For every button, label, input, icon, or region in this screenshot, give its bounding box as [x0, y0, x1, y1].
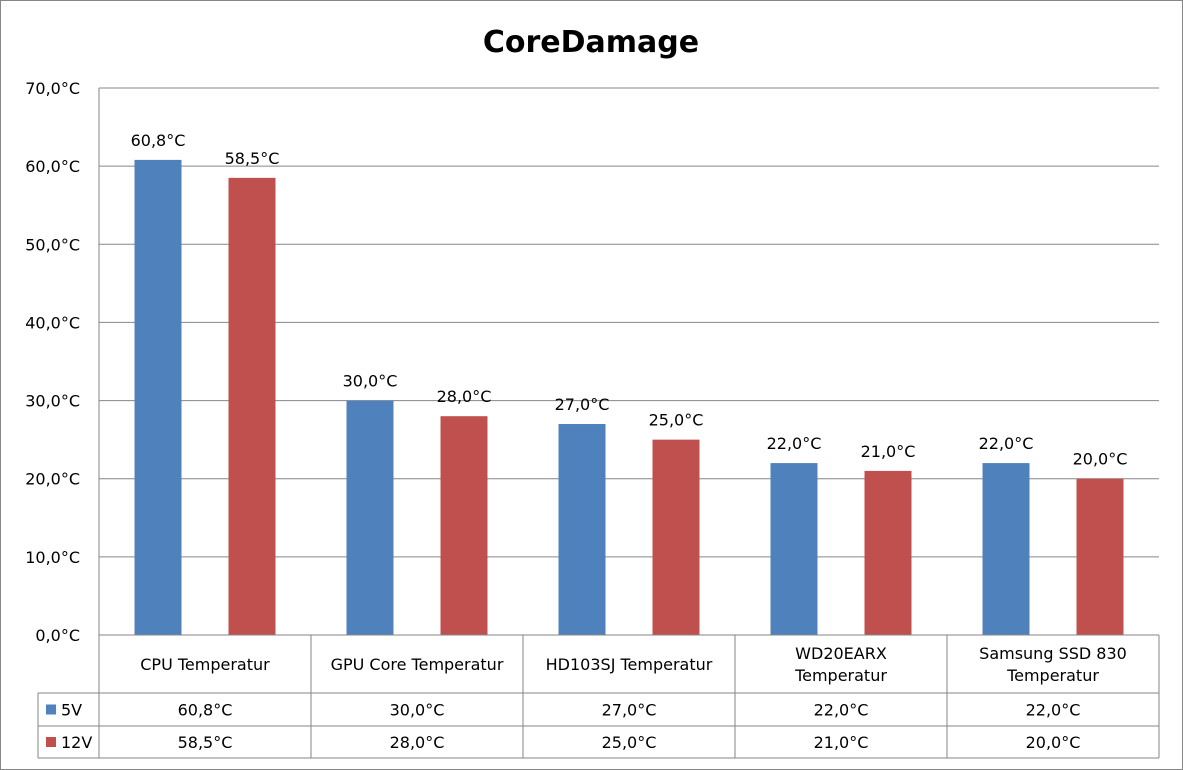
category-label: Temperatur — [794, 666, 887, 685]
bar-12v-3 — [864, 470, 912, 635]
data-label: 27,0°C — [555, 395, 610, 414]
table-cell: 25,0°C — [602, 733, 657, 752]
legend-label: 5V — [61, 701, 82, 720]
data-label: 60,8°C — [131, 131, 186, 150]
category-label: GPU Core Temperatur — [331, 655, 504, 674]
data-label: 28,0°C — [437, 387, 492, 406]
data-label: 21,0°C — [861, 442, 916, 461]
bar-12v-4 — [1076, 478, 1124, 635]
category-label: HD103SJ Temperatur — [546, 655, 713, 674]
table-cell: 58,5°C — [178, 733, 233, 752]
bar-5v-4 — [982, 463, 1030, 635]
data-label: 25,0°C — [649, 411, 704, 430]
y-axis: 0,0°C 10,0°C 20,0°C 30,0°C 40,0°C 50,0°C 60,0°… — [25, 79, 100, 645]
y-tick-label: 20,0°C — [25, 470, 80, 489]
y-tick-label: 70,0°C — [25, 79, 80, 98]
table-cell: 30,0°C — [390, 701, 445, 720]
data-label: 30,0°C — [343, 372, 398, 391]
category-label: Temperatur — [1006, 666, 1099, 685]
chart-title: CoreDamage — [483, 25, 699, 60]
data-label: 22,0°C — [767, 434, 822, 453]
data-label: 58,5°C — [225, 149, 280, 168]
legend-key-5v — [46, 704, 56, 715]
y-tick-label: 60,0°C — [25, 157, 80, 176]
table-cell: 22,0°C — [814, 701, 869, 720]
table-cell: 21,0°C — [814, 733, 869, 752]
category-label: WD20EARX — [795, 644, 887, 663]
y-tick-label: 40,0°C — [25, 313, 80, 332]
y-tick-label: 50,0°C — [25, 235, 80, 254]
data-label: 22,0°C — [979, 434, 1034, 453]
y-tick-label: 10,0°C — [25, 548, 80, 567]
bar-5v-3 — [770, 463, 818, 635]
data-labels: 60,8°C 30,0°C 27,0°C 22,0°C 22,0°C 58,5°C 28,0… — [131, 131, 1128, 469]
data-label: 20,0°C — [1073, 450, 1128, 469]
y-tick-label: 30,0°C — [25, 392, 80, 411]
table-cell: 22,0°C — [1026, 701, 1081, 720]
bar-5v-2 — [558, 424, 606, 635]
bar-12v-2 — [652, 439, 700, 635]
table-cell: 20,0°C — [1026, 733, 1081, 752]
bar-5v-0 — [134, 159, 182, 636]
table-cell: 60,8°C — [178, 701, 233, 720]
legend-label: 12V — [61, 733, 92, 752]
category-label: CPU Temperatur — [140, 655, 270, 674]
bars — [134, 159, 1124, 636]
data-table: CPU Temperatur GPU Core Temperatur HD103SJ… — [37, 634, 1160, 759]
bar-5v-1 — [346, 400, 394, 635]
bar-12v-1 — [440, 416, 488, 635]
bar-12v-0 — [228, 177, 276, 635]
legend-key-12v — [46, 737, 56, 747]
y-tick-label: 0,0°C — [35, 626, 80, 645]
category-label: Samsung SSD 830 — [979, 644, 1127, 663]
table-cell: 27,0°C — [602, 701, 657, 720]
table-cell: 28,0°C — [390, 733, 445, 752]
